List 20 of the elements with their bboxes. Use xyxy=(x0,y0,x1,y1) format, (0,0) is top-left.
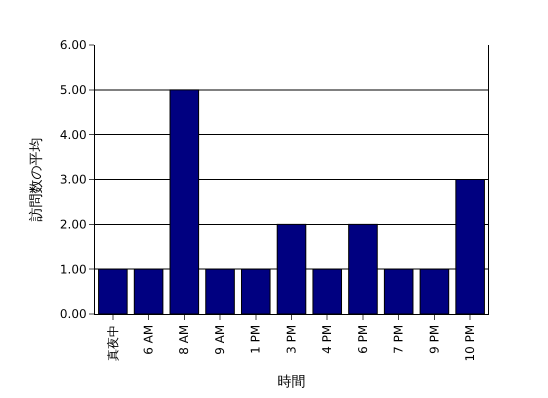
x-axis-title: 時間 xyxy=(278,374,306,390)
y-tick-label: 1.00 xyxy=(60,262,87,276)
x-tick-label: 10 PM xyxy=(463,324,478,362)
x-tick-label: 3 PM xyxy=(284,324,298,354)
x-tick-label: 8 AM xyxy=(177,324,192,355)
x-tick-label: 真夜中 xyxy=(106,324,120,361)
y-tick-label: 0.00 xyxy=(60,307,87,322)
x-tick-label: 6 AM xyxy=(141,324,156,355)
y-tick-label: 3.00 xyxy=(60,172,87,187)
y-tick-label: 5.00 xyxy=(60,83,87,98)
y-axis-title: 訪問数の平均 xyxy=(28,138,44,222)
y-tick-label: 4.00 xyxy=(60,128,87,142)
y-tick-label: 6.00 xyxy=(60,38,87,52)
x-tick-label: 7 PM xyxy=(392,324,406,354)
x-tick-label: 1 PM xyxy=(248,324,263,354)
x-tick-label: 6 PM xyxy=(356,324,370,354)
x-tick-label: 9 PM xyxy=(427,324,442,354)
x-tick-label: 9 AM xyxy=(212,324,227,355)
x-tick-label: 4 PM xyxy=(320,324,334,354)
y-tick-label: 2.00 xyxy=(60,218,87,232)
